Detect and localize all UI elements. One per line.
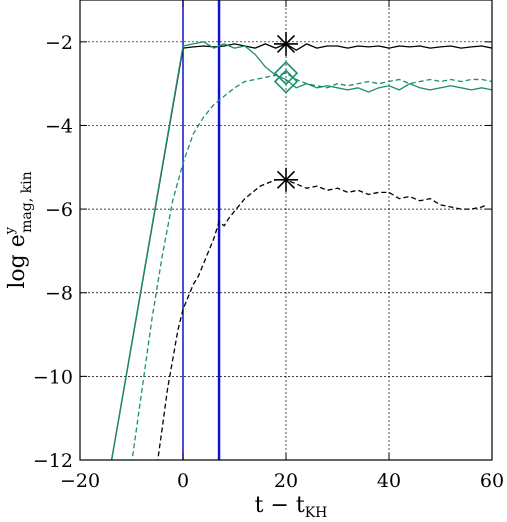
y-tick-label: −4 [45, 115, 73, 137]
star-marker-stroke [276, 34, 296, 53]
tick-labels: −20 0 20 40 60 −12 −10 −8 −6 −4 −2 [33, 32, 504, 492]
series-group [110, 41, 492, 460]
diamond-marker [273, 69, 299, 94]
y-tick-label: −2 [45, 32, 73, 54]
x-tick-label: 40 [377, 470, 401, 492]
y-axis-title: log eymag, kin [3, 171, 35, 288]
y-tick-label: −10 [33, 366, 73, 388]
series-line [110, 43, 492, 460]
ticks [79, 0, 493, 461]
x-tick-label: −20 [60, 470, 100, 492]
x-axis-title-sub: KH [305, 505, 328, 521]
star-marker-stroke [276, 170, 296, 189]
star-marker [274, 31, 298, 56]
y-axis-title-sup: y [3, 226, 18, 235]
markers-group [273, 31, 299, 192]
y-tick-label: −6 [45, 199, 73, 221]
star-marker [274, 167, 298, 192]
diamond-marker [273, 61, 299, 86]
y-tick-label: −8 [45, 283, 73, 305]
x-axis-title: t − tKH [255, 493, 328, 521]
series-line [157, 179, 488, 460]
x-tick-label: 0 [177, 470, 189, 492]
y-tick-label: −12 [33, 450, 73, 472]
x-axis-title-main: t − t [255, 493, 305, 518]
x-tick-label: 20 [274, 470, 298, 492]
x-tick-label: 60 [480, 470, 504, 492]
series-line [110, 41, 492, 460]
vertical-lines [182, 0, 221, 460]
series-line [131, 72, 492, 460]
y-axis-title-sub: mag, kin [19, 171, 35, 232]
plot-area [110, 0, 492, 460]
y-axis-title-main: log e [5, 234, 30, 288]
